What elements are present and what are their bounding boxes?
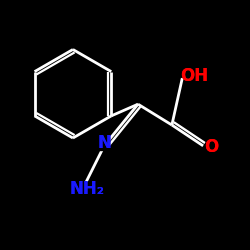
Bar xyxy=(78,182,96,195)
Bar xyxy=(185,69,203,82)
Text: O: O xyxy=(204,138,218,156)
Bar xyxy=(206,140,216,154)
Text: OH: OH xyxy=(180,66,208,84)
Text: OH: OH xyxy=(180,66,208,84)
Text: NH₂: NH₂ xyxy=(70,180,105,198)
Text: N: N xyxy=(97,134,111,152)
Text: NH₂: NH₂ xyxy=(70,180,105,198)
Text: O: O xyxy=(204,138,218,156)
Text: N: N xyxy=(97,134,111,152)
Bar xyxy=(99,137,110,150)
